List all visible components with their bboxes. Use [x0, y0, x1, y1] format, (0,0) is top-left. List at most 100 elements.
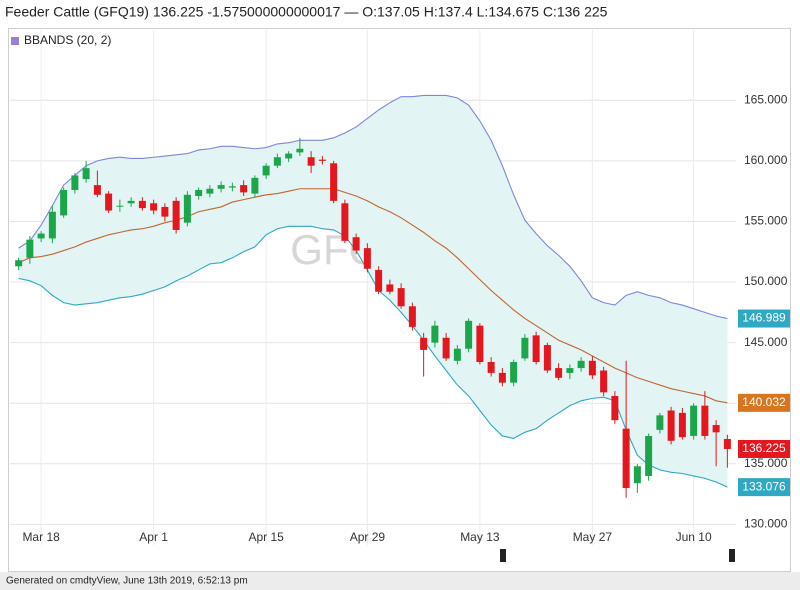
candle-body — [363, 248, 371, 269]
scroll-handle[interactable] — [500, 549, 506, 562]
candle-body — [667, 410, 675, 441]
candle — [375, 266, 383, 295]
candle — [363, 243, 371, 273]
candle-body — [341, 203, 349, 241]
candle — [352, 233, 360, 255]
candle-body — [105, 193, 113, 211]
candle — [183, 191, 191, 227]
candle-body — [397, 288, 405, 307]
candle — [172, 197, 180, 234]
band-line — [18, 94, 728, 320]
candle — [645, 433, 653, 481]
candle-body — [37, 233, 45, 239]
plot: 130.000135.000140.000145.000150.000155.0… — [10, 30, 790, 545]
candle — [228, 182, 236, 192]
candle — [195, 187, 203, 200]
candle-body — [48, 211, 56, 239]
candle — [71, 172, 79, 194]
candle — [420, 332, 428, 377]
candle-body — [476, 325, 484, 363]
candle — [82, 160, 90, 183]
value-tag — [738, 393, 790, 412]
candle — [105, 191, 113, 213]
candle — [723, 434, 731, 468]
candle — [667, 406, 675, 445]
candle-body — [633, 466, 641, 484]
legend-swatch — [11, 37, 19, 45]
candle — [330, 160, 338, 204]
candle — [408, 302, 416, 331]
candle — [217, 181, 225, 193]
candle — [26, 236, 34, 264]
candle — [690, 403, 698, 440]
candle-body — [566, 368, 574, 373]
candle-body — [498, 372, 506, 383]
candle-body — [543, 345, 551, 371]
candle-body — [588, 360, 596, 376]
candle-body — [690, 405, 698, 436]
candle-body — [510, 362, 518, 383]
candle — [296, 137, 304, 157]
scroll-handle[interactable] — [729, 549, 735, 562]
candle-body — [116, 205, 124, 207]
candle-body — [453, 348, 461, 361]
x-tick-label: Apr 1 — [139, 530, 168, 544]
candle-body — [285, 153, 293, 159]
candle — [600, 366, 608, 396]
candle-body — [701, 405, 709, 436]
candle — [543, 342, 551, 373]
candle — [701, 391, 709, 440]
candle — [498, 368, 506, 387]
candle — [633, 463, 641, 493]
candle — [285, 151, 293, 163]
candle — [678, 408, 686, 440]
close-tag — [738, 439, 790, 458]
candle — [712, 420, 720, 467]
candle-body — [318, 159, 326, 161]
candle — [318, 156, 326, 165]
candle-body — [521, 337, 529, 359]
band-line — [18, 188, 728, 404]
candle-body — [93, 185, 101, 195]
candle — [116, 199, 124, 212]
candle — [487, 357, 495, 377]
candle-body — [442, 337, 450, 359]
candle-body — [26, 239, 34, 258]
candle — [521, 334, 529, 361]
chart-frame — [8, 28, 791, 572]
value-tag-label: 133.076 — [742, 479, 786, 493]
candle-body — [611, 395, 619, 421]
candle-body — [532, 335, 540, 363]
candle-body — [206, 188, 214, 194]
candle — [273, 153, 281, 169]
y-tick-label: 155.000 — [744, 214, 788, 228]
y-tick-label: 130.000 — [744, 517, 788, 531]
candle — [622, 360, 630, 498]
candle-body — [431, 325, 439, 343]
candle-body — [82, 168, 90, 180]
candle-body — [217, 185, 225, 189]
candle-body — [251, 177, 259, 194]
candle-body — [273, 157, 281, 166]
y-tick-label: 135.000 — [744, 456, 788, 470]
x-tick-label: May 13 — [460, 530, 500, 544]
candle — [127, 197, 135, 207]
candle-body — [622, 428, 630, 489]
x-tick-label: Jun 10 — [676, 530, 712, 544]
value-tag — [738, 309, 790, 328]
candle — [566, 364, 574, 379]
candle — [386, 279, 394, 295]
candle — [15, 257, 23, 270]
candle — [206, 185, 214, 198]
candle — [476, 323, 484, 365]
x-tick-label: Mar 18 — [22, 530, 60, 544]
candle-body — [307, 157, 315, 166]
candle — [453, 345, 461, 365]
candle-body — [150, 203, 158, 211]
candle-body — [161, 206, 169, 217]
candle-body — [138, 200, 146, 209]
candle-body — [600, 370, 608, 393]
footer-text: Generated on cmdtyView, June 13th 2019, … — [6, 576, 248, 587]
